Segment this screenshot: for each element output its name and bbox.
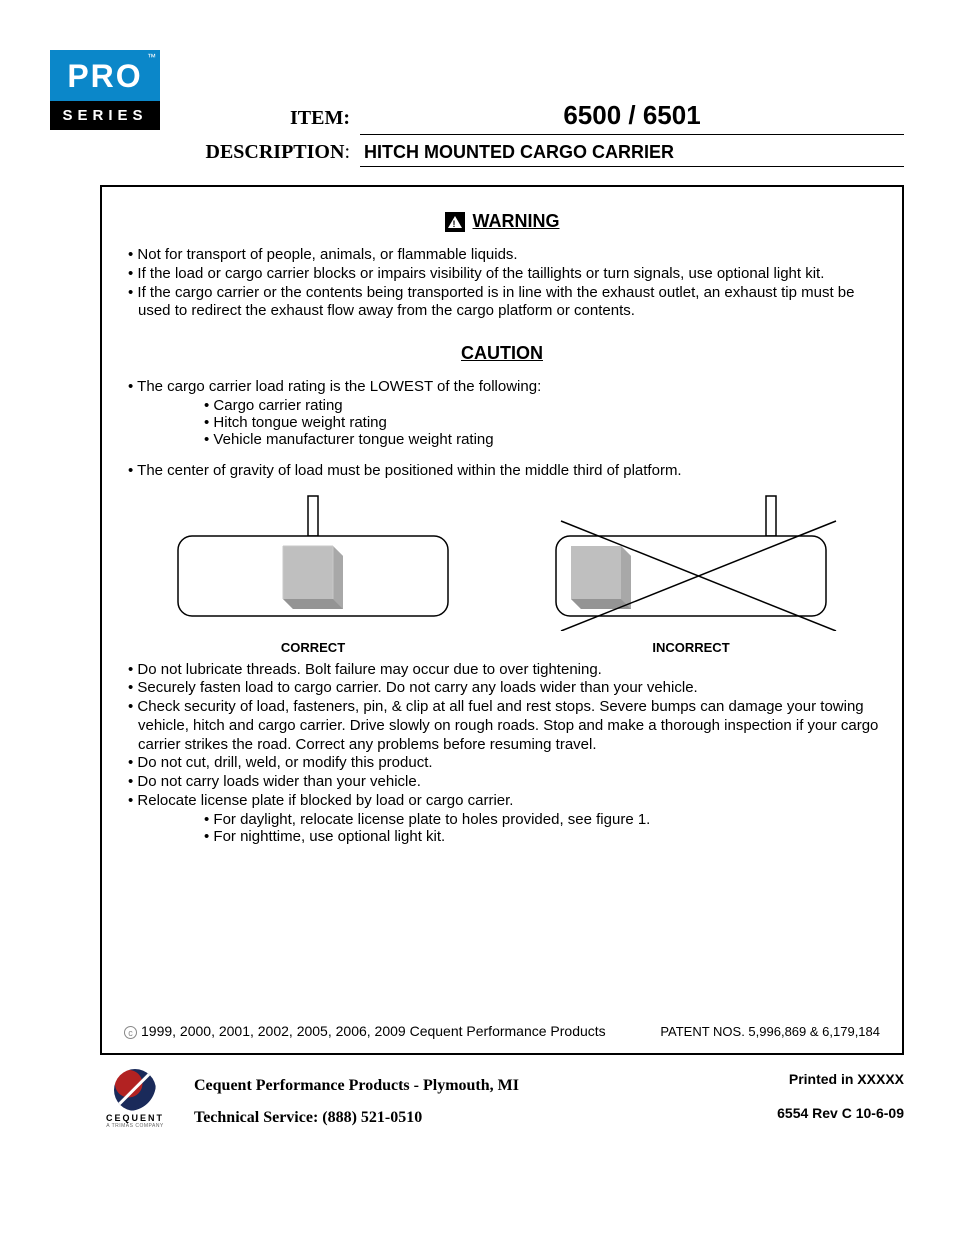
description-label-text: DESCRIPTION <box>206 141 345 163</box>
logo-pro-text: PRO <box>67 58 142 94</box>
diagram-row: CORRECT INCORRECT <box>124 491 880 655</box>
caution-subitem: Vehicle manufacturer tongue weight ratin… <box>204 431 880 448</box>
item-line: ITEM: 6500 / 6501 <box>180 100 904 135</box>
footer-right-block: Printed in XXXXX 6554 Rev C 10-6-09 <box>777 1069 904 1139</box>
diagram-correct: CORRECT <box>158 491 468 655</box>
caution-list-2: The center of gravity of load must be po… <box>124 462 880 481</box>
caution-subitem: Cargo carrier rating <box>204 397 880 414</box>
warning-item: If the cargo carrier or the contents bei… <box>124 284 880 322</box>
cequent-name: CEQUENT <box>100 1113 170 1123</box>
description-label: DESCRIPTION: <box>180 141 360 164</box>
cequent-swirl-icon <box>114 1069 156 1111</box>
company-line: Cequent Performance Products - Plymouth,… <box>194 1077 753 1095</box>
warning-title: WARNING <box>473 211 560 232</box>
logo-pro: PRO ™ <box>50 50 160 101</box>
tech-service-line: Technical Service: (888) 521-0510 <box>194 1109 753 1127</box>
copyright-line: c 1999, 2000, 2001, 2002, 2005, 2006, 200… <box>124 1023 606 1039</box>
incorrect-diagram-svg <box>536 491 846 631</box>
caution-subitem: For daylight, relocate license plate to … <box>204 811 880 828</box>
main-content-frame: ! WARNING Not for transport of people, a… <box>100 185 904 1055</box>
warning-list: Not for transport of people, animals, or… <box>124 246 880 321</box>
logo-tm: ™ <box>147 52 156 62</box>
caution-sublist-2: For daylight, relocate license plate to … <box>204 811 880 845</box>
correct-label: CORRECT <box>158 640 468 655</box>
patent-text: PATENT NOS. 5,996,869 & 6,179,184 <box>660 1024 880 1039</box>
warning-icon: ! <box>445 212 465 232</box>
caution-title: CAUTION <box>461 343 543 364</box>
printed-line: Printed in XXXXX <box>777 1071 904 1087</box>
caution-item: Relocate license plate if blocked by loa… <box>124 792 880 811</box>
caution-list-1: The cargo carrier load rating is the LOW… <box>124 378 880 397</box>
caution-item: The cargo carrier load rating is the LOW… <box>124 378 880 397</box>
description-value: HITCH MOUNTED CARGO CARRIER <box>360 142 904 167</box>
caution-item: Check security of load, fasteners, pin, … <box>124 698 880 754</box>
caution-item: Do not carry loads wider than your vehic… <box>124 773 880 792</box>
page-footer: CEQUENT A TRIMAS COMPANY Cequent Perform… <box>100 1069 904 1141</box>
caution-list-3: Do not lubricate threads. Bolt failure m… <box>124 661 880 811</box>
caution-item: Do not lubricate threads. Bolt failure m… <box>124 661 880 680</box>
copyright-icon: c <box>124 1026 137 1039</box>
description-line: DESCRIPTION: HITCH MOUNTED CARGO CARRIER <box>180 141 904 167</box>
warning-item: If the load or cargo carrier blocks or i… <box>124 265 880 284</box>
frame-bottom-row: c 1999, 2000, 2001, 2002, 2005, 2006, 200… <box>124 1023 880 1039</box>
incorrect-label: INCORRECT <box>536 640 846 655</box>
title-block: ITEM: 6500 / 6501 DESCRIPTION: HITCH MOU… <box>180 50 904 173</box>
caution-item: Do not cut, drill, weld, or modify this … <box>124 754 880 773</box>
cequent-sub: A TRIMAS COMPANY <box>100 1123 170 1129</box>
caution-subitem: For nighttime, use optional light kit. <box>204 828 880 845</box>
description-colon: : <box>344 141 350 163</box>
warning-heading: ! WARNING <box>124 211 880 232</box>
copyright-text: 1999, 2000, 2001, 2002, 2005, 2006, 2009… <box>141 1023 606 1039</box>
warning-item: Not for transport of people, animals, or… <box>124 246 880 265</box>
item-label: ITEM: <box>180 107 360 130</box>
caution-item: The center of gravity of load must be po… <box>124 462 880 481</box>
document-header: PRO ™ SERIES ITEM: 6500 / 6501 DESCRIPTI… <box>50 50 904 173</box>
logo-series: SERIES <box>50 101 160 130</box>
item-value: 6500 / 6501 <box>360 100 904 135</box>
revision-line: 6554 Rev C 10-6-09 <box>777 1105 904 1121</box>
correct-diagram-svg <box>158 491 468 631</box>
caution-sublist-1: Cargo carrier rating Hitch tongue weight… <box>204 397 880 448</box>
diagram-incorrect: INCORRECT <box>536 491 846 655</box>
caution-subitem: Hitch tongue weight rating <box>204 414 880 431</box>
cequent-logo: CEQUENT A TRIMAS COMPANY <box>100 1069 170 1129</box>
footer-company-block: Cequent Performance Products - Plymouth,… <box>194 1069 753 1141</box>
caution-item: Securely fasten load to cargo carrier. D… <box>124 679 880 698</box>
caution-heading: CAUTION <box>124 343 880 364</box>
pro-series-logo: PRO ™ SERIES <box>50 50 160 130</box>
